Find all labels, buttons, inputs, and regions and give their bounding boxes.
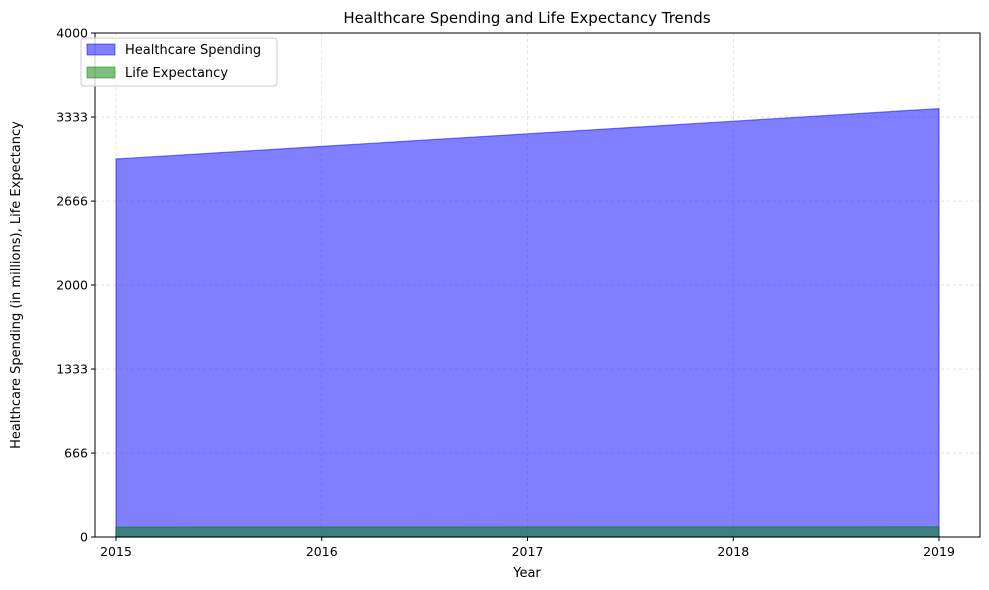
y-tick-label: 666 <box>64 446 88 461</box>
legend-label: Healthcare Spending <box>125 43 261 58</box>
x-tick-label: 2016 <box>306 544 338 559</box>
x-tick-label: 2018 <box>717 544 749 559</box>
area-series-1 <box>115 107 940 538</box>
y-tick-label: 4000 <box>56 26 88 41</box>
x-tick-label: 2015 <box>100 544 132 559</box>
legend-box <box>80 37 278 87</box>
y-tick-label: 2666 <box>56 194 88 209</box>
legend-label: Life Expectancy <box>125 66 228 81</box>
area-series-2 <box>115 526 940 538</box>
y-tick-label: 3333 <box>56 110 88 125</box>
y-tick-label: 0 <box>80 530 88 545</box>
y-axis-label: Healthcare Spending (in millions), Life … <box>9 121 24 449</box>
x-axis-label: Year <box>512 566 541 581</box>
legend: Healthcare Spending Life Expectancy <box>80 37 278 87</box>
x-tick-label: 2019 <box>923 544 955 559</box>
x-tick-label: 2017 <box>512 544 544 559</box>
legend-swatch <box>86 66 116 79</box>
axis-ticks: 2015 2016 2017 2018 2019 0 666 1333 2000 2666 3333… <box>56 26 955 560</box>
y-tick-label: 1333 <box>56 362 88 377</box>
y-tick-label: 2000 <box>56 278 88 293</box>
plot-areas <box>115 107 940 538</box>
chart-title: Healthcare Spending and Life Expectancy … <box>343 9 710 27</box>
legend-swatch <box>86 43 116 56</box>
